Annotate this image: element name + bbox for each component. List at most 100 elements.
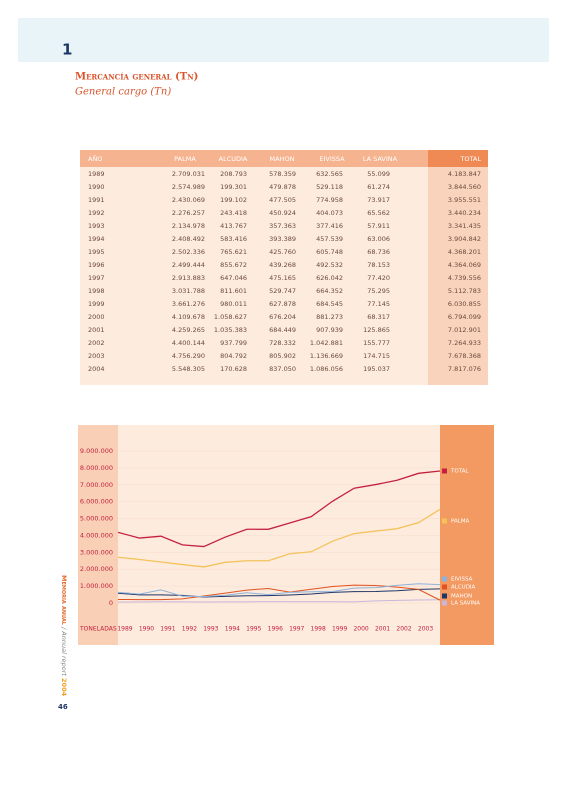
cell: 439.268 — [269, 261, 296, 269]
cell: 1.058.627 — [214, 313, 247, 321]
cell: 4.364.069 — [448, 261, 481, 269]
cell: 2.408.492 — [172, 235, 205, 243]
series-line — [117, 508, 441, 568]
legend-swatch — [442, 518, 447, 524]
cell: 78.153 — [367, 261, 390, 269]
series-line — [117, 599, 441, 603]
side-note-b: / Annual report — [60, 625, 68, 678]
cell: 1992 — [88, 209, 105, 217]
legend-label: TOTAL — [450, 469, 469, 475]
cell: 765.621 — [220, 248, 247, 256]
column-header: ALCUDIA — [219, 155, 248, 163]
cell: 1995 — [88, 248, 105, 256]
chapter-number: 1 — [62, 41, 72, 59]
cell: 684.449 — [269, 326, 296, 334]
cell: 55.099 — [367, 170, 390, 178]
cell: 208.793 — [220, 170, 247, 178]
cell: 73.917 — [367, 196, 390, 204]
y-tick-label: 2.000.000 — [80, 565, 113, 573]
cell: 626.042 — [316, 274, 343, 282]
table-bg — [80, 150, 488, 385]
y-tick-label: 8.000.000 — [80, 464, 113, 472]
column-header: EIVISSA — [319, 155, 345, 163]
cell: 4.109.678 — [172, 313, 205, 321]
x-tick-label: 1992 — [182, 626, 197, 633]
x-tick-label: 1998 — [311, 626, 326, 633]
cell: 125.865 — [363, 326, 390, 334]
cell: 1994 — [88, 235, 105, 243]
cell: 357.363 — [269, 222, 296, 230]
y-tick-label: 9.000.000 — [80, 447, 113, 455]
header-band — [18, 18, 549, 62]
cell: 937.799 — [220, 339, 247, 347]
cell: 1991 — [88, 196, 105, 204]
cell: 413.767 — [220, 222, 247, 230]
cell: 243.418 — [220, 209, 247, 217]
x-tick-label: 2001 — [375, 626, 390, 633]
cell: 1997 — [88, 274, 105, 282]
cell: 2.499.444 — [172, 261, 205, 269]
cell: 855.672 — [220, 261, 247, 269]
cell: 404.073 — [316, 209, 343, 217]
legend-swatch — [442, 468, 447, 474]
y-tick-label: 5.000.000 — [80, 515, 113, 523]
cell: 4.739.556 — [448, 274, 481, 282]
column-header: AÑO — [88, 154, 102, 163]
cell: 4.368.201 — [448, 248, 481, 256]
cell: 425.760 — [269, 248, 296, 256]
subtitle: General cargo (Tn) — [75, 87, 171, 98]
side-note-a: Memoria anual — [60, 575, 68, 626]
cell: 684.545 — [316, 300, 343, 308]
cell: 3.955.551 — [448, 196, 481, 204]
cell: 676.204 — [269, 313, 296, 321]
cell: 7.678.368 — [448, 352, 481, 360]
cell: 605.748 — [316, 248, 343, 256]
y-tick-label: 3.000.000 — [80, 548, 113, 556]
cell: 2.134.978 — [172, 222, 205, 230]
cell: 492.532 — [316, 261, 343, 269]
cell: 529.118 — [316, 183, 343, 191]
legend-label: PALMA — [451, 519, 470, 525]
cell: 68.317 — [367, 313, 390, 321]
x-tick-label: 1990 — [139, 626, 154, 633]
cell: 4.756.290 — [172, 352, 205, 360]
cell: 1999 — [88, 300, 105, 308]
cell: 627.878 — [269, 300, 296, 308]
legend-swatch — [442, 593, 447, 599]
legend-swatch — [442, 584, 447, 590]
cell: 477.505 — [269, 196, 296, 204]
cell: 174.715 — [363, 352, 390, 360]
cell: 57.911 — [367, 222, 390, 230]
column-header: LA SAVINA — [363, 155, 398, 163]
cell: 2001 — [88, 326, 105, 334]
cell: 1.136.669 — [310, 352, 343, 360]
cell: 2002 — [88, 339, 105, 347]
legend-swatch — [442, 576, 447, 582]
side-note-c: 2004 — [60, 678, 68, 697]
column-header: TOTAL — [459, 155, 481, 163]
cell: 2.502.336 — [172, 248, 205, 256]
cell: 4.400.144 — [172, 339, 205, 347]
cell: 5.112.783 — [448, 287, 481, 295]
legend-label: MAHON — [451, 594, 472, 600]
page-number: 46 — [58, 703, 68, 711]
cell: 77.420 — [367, 274, 390, 282]
cell: 1.042.881 — [310, 339, 343, 347]
cell: 529.747 — [269, 287, 296, 295]
cell: 1990 — [88, 183, 105, 191]
x-tick-label: 1994 — [225, 626, 240, 633]
cell: 632.565 — [316, 170, 343, 178]
x-tick-label: 1997 — [289, 626, 304, 633]
x-tick-label: 1995 — [246, 626, 261, 633]
cell: 3.341.435 — [448, 222, 481, 230]
cell: 2.276.257 — [172, 209, 205, 217]
column-header: MAHON — [270, 155, 295, 163]
cell: 199.102 — [220, 196, 247, 204]
cell: 68.736 — [367, 248, 390, 256]
x-axis-label: TONELADAS — [79, 626, 117, 633]
cell: 647.046 — [220, 274, 247, 282]
cell: 4.183.847 — [448, 170, 481, 178]
cell: 2.709.031 — [172, 170, 205, 178]
cell: 457.539 — [316, 235, 343, 243]
